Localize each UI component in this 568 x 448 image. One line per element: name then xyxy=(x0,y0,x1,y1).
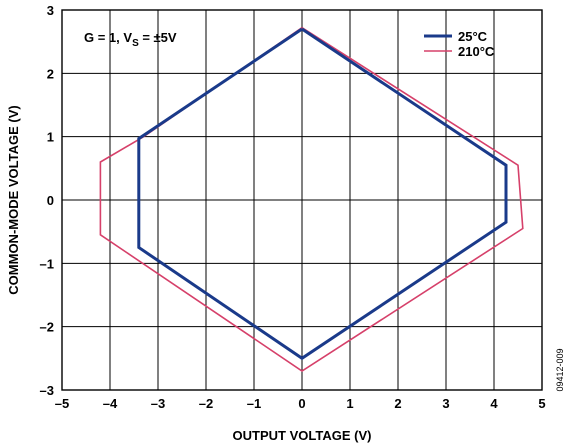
x-tick-label: –3 xyxy=(151,396,165,411)
legend-label-210c: 210°C xyxy=(458,44,495,59)
x-tick-label: 0 xyxy=(298,396,305,411)
x-tick-label: 4 xyxy=(490,396,498,411)
y-tick-label: 0 xyxy=(47,193,54,208)
x-axis-ticks: –5 –4 –3 –2 –1 0 1 2 3 4 5 xyxy=(55,396,546,411)
series-layer xyxy=(99,27,524,372)
x-tick-label: 3 xyxy=(442,396,449,411)
legend-label-25c: 25°C xyxy=(458,29,488,44)
y-tick-label: 1 xyxy=(47,130,54,145)
x-tick-label: 5 xyxy=(538,396,545,411)
y-tick-label: 3 xyxy=(47,3,54,18)
x-tick-label: 1 xyxy=(346,396,353,411)
annotation-prefix: G = 1, V xyxy=(84,30,132,45)
y-tick-label: 2 xyxy=(47,66,54,81)
x-tick-label: –5 xyxy=(55,396,69,411)
x-tick-label: –2 xyxy=(199,396,213,411)
series-line-210c xyxy=(99,27,524,372)
y-tick-label: –2 xyxy=(40,320,54,335)
legend: 25°C 210°C xyxy=(424,29,495,59)
x-tick-label: 2 xyxy=(394,396,401,411)
y-tick-label: –3 xyxy=(40,383,54,398)
annotation-suffix: = ±5V xyxy=(139,30,177,45)
y-axis-title: COMMON-MODE VOLTAGE (V) xyxy=(6,105,21,294)
x-tick-label: –4 xyxy=(103,396,118,411)
annotation-subscript: S xyxy=(132,38,139,49)
grid xyxy=(62,10,542,390)
x-tick-label: –1 xyxy=(247,396,261,411)
y-tick-label: –1 xyxy=(40,256,54,271)
plot-frame xyxy=(61,9,543,391)
y-axis-ticks: –3 –2 –1 0 1 2 3 xyxy=(40,3,54,398)
figure-id: 09412-009 xyxy=(555,348,565,391)
series-line-25c xyxy=(137,27,508,361)
condition-annotation: G = 1, VS = ±5V xyxy=(84,30,177,49)
x-axis-title: OUTPUT VOLTAGE (V) xyxy=(233,428,372,443)
